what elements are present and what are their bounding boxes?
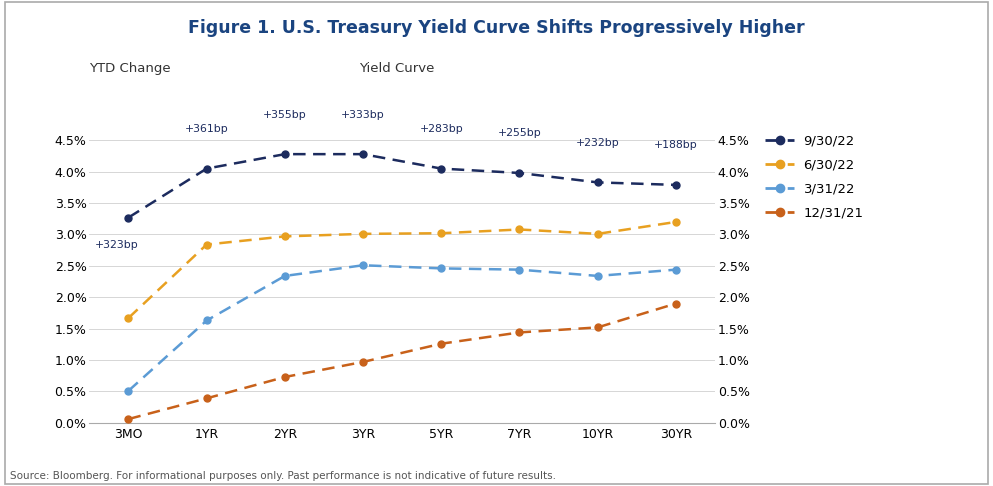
Text: +323bp: +323bp: [95, 240, 139, 250]
Text: +361bp: +361bp: [185, 124, 228, 134]
Text: +333bp: +333bp: [342, 110, 385, 120]
Text: Source: Bloomberg. For informational purposes only. Past performance is not indi: Source: Bloomberg. For informational pur…: [10, 471, 556, 481]
Text: +255bp: +255bp: [497, 128, 541, 139]
Text: +283bp: +283bp: [419, 124, 463, 134]
Text: +188bp: +188bp: [654, 140, 698, 150]
Text: Yield Curve: Yield Curve: [359, 62, 435, 75]
Text: +232bp: +232bp: [576, 138, 620, 148]
Text: YTD Change: YTD Change: [89, 62, 171, 75]
Text: +355bp: +355bp: [263, 110, 307, 120]
Text: Figure 1. U.S. Treasury Yield Curve Shifts Progressively Higher: Figure 1. U.S. Treasury Yield Curve Shif…: [189, 19, 804, 37]
Legend: 9/30/22, 6/30/22, 3/31/22, 12/31/21: 9/30/22, 6/30/22, 3/31/22, 12/31/21: [766, 134, 864, 220]
